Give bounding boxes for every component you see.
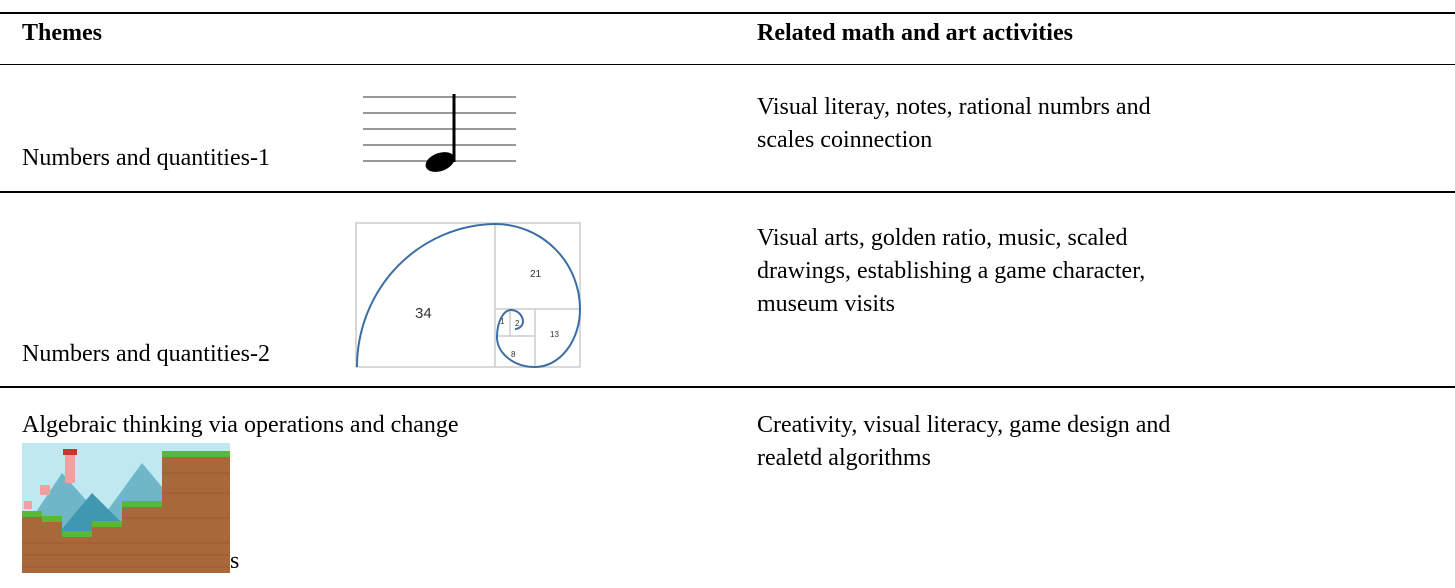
row-rule [0, 386, 1455, 388]
fib-label: 1 [500, 317, 505, 326]
game-scene-image [22, 443, 230, 573]
fib-label: 21 [530, 269, 542, 280]
activity-cell: Creativity, visual literacy, game design… [757, 412, 1171, 471]
fib-label: 8 [511, 350, 516, 359]
header-cell: Themes [22, 20, 102, 46]
theme-cell: Algebraic thinking via operations and ch… [22, 412, 459, 438]
fib-label: 2 [515, 319, 520, 328]
header-cell: Related math and art activities [757, 20, 1073, 46]
fib-label: 34 [415, 305, 432, 322]
theme-suffix: s [230, 548, 240, 574]
theme-cell: Numbers and quantities-2 [22, 341, 270, 367]
header-rule [0, 64, 1455, 65]
theme-cell: Numbers and quantities-1 [22, 145, 270, 171]
activity-cell: Visual literay, notes, rational numbrs a… [757, 94, 1151, 153]
music-note-image [363, 94, 516, 172]
row-rule [0, 191, 1455, 193]
top-rule [0, 12, 1455, 14]
fibonacci-image: 34 21 13 8 1 2 [355, 222, 582, 369]
fib-label: 13 [550, 330, 559, 339]
activity-cell: Visual arts, golden ratio, music, scaled… [757, 225, 1146, 317]
